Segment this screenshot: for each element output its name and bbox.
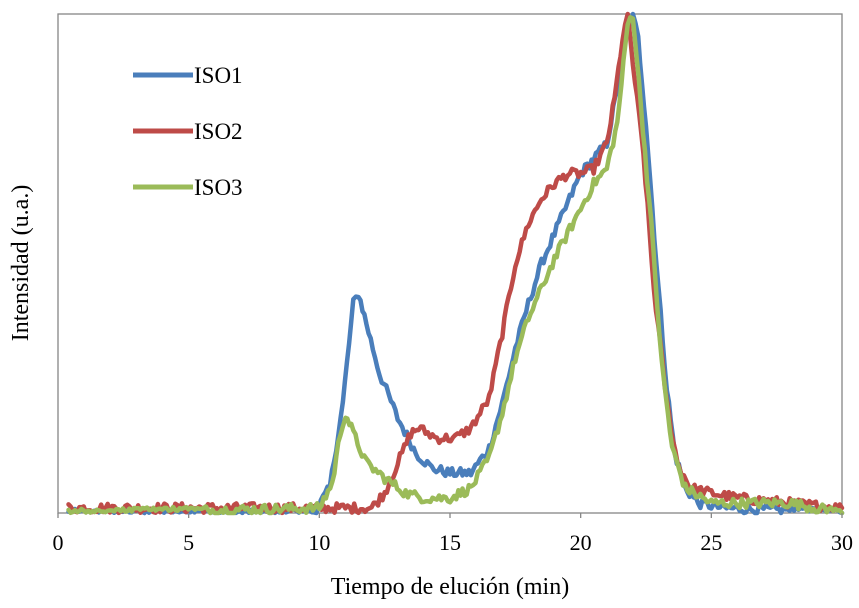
y-axis-title: Intensidad (u.a.)	[8, 185, 34, 342]
legend-label-iso1: ISO1	[194, 63, 243, 88]
x-tick-label: 0	[53, 530, 64, 555]
x-tick-label: 20	[570, 530, 592, 555]
x-axis-ticks: 0 5 10 15 20 25 30	[53, 513, 853, 555]
x-axis-title: Tiempo de elución (min)	[331, 574, 569, 600]
x-tick-label: 10	[308, 530, 330, 555]
plot-area	[57, 13, 843, 514]
x-tick-label: 30	[831, 530, 853, 555]
x-tick-label: 5	[183, 530, 194, 555]
series-layer	[66, 11, 845, 516]
legend-label-iso2: ISO2	[194, 119, 243, 144]
legend-label-iso3: ISO3	[194, 175, 243, 200]
legend: ISO1 ISO2 ISO3	[133, 63, 243, 200]
x-tick-label: 25	[700, 530, 722, 555]
x-tick-label: 15	[439, 530, 461, 555]
series-line-iso3	[66, 15, 845, 516]
